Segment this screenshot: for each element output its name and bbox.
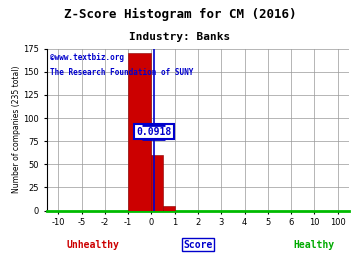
Text: Z-Score Histogram for CM (2016): Z-Score Histogram for CM (2016): [64, 8, 296, 21]
Text: 0.0918: 0.0918: [136, 127, 171, 137]
Text: ©www.textbiz.org: ©www.textbiz.org: [50, 53, 124, 62]
Text: Healthy: Healthy: [294, 240, 335, 250]
Bar: [163, 206, 175, 211]
Text: Unhealthy: Unhealthy: [67, 240, 120, 250]
Text: Industry: Banks: Industry: Banks: [129, 32, 231, 42]
Bar: [128, 53, 152, 211]
Y-axis label: Number of companies (235 total): Number of companies (235 total): [12, 66, 21, 193]
Bar: [152, 155, 163, 211]
Text: The Research Foundation of SUNY: The Research Foundation of SUNY: [50, 68, 193, 77]
Text: Score: Score: [183, 240, 213, 250]
